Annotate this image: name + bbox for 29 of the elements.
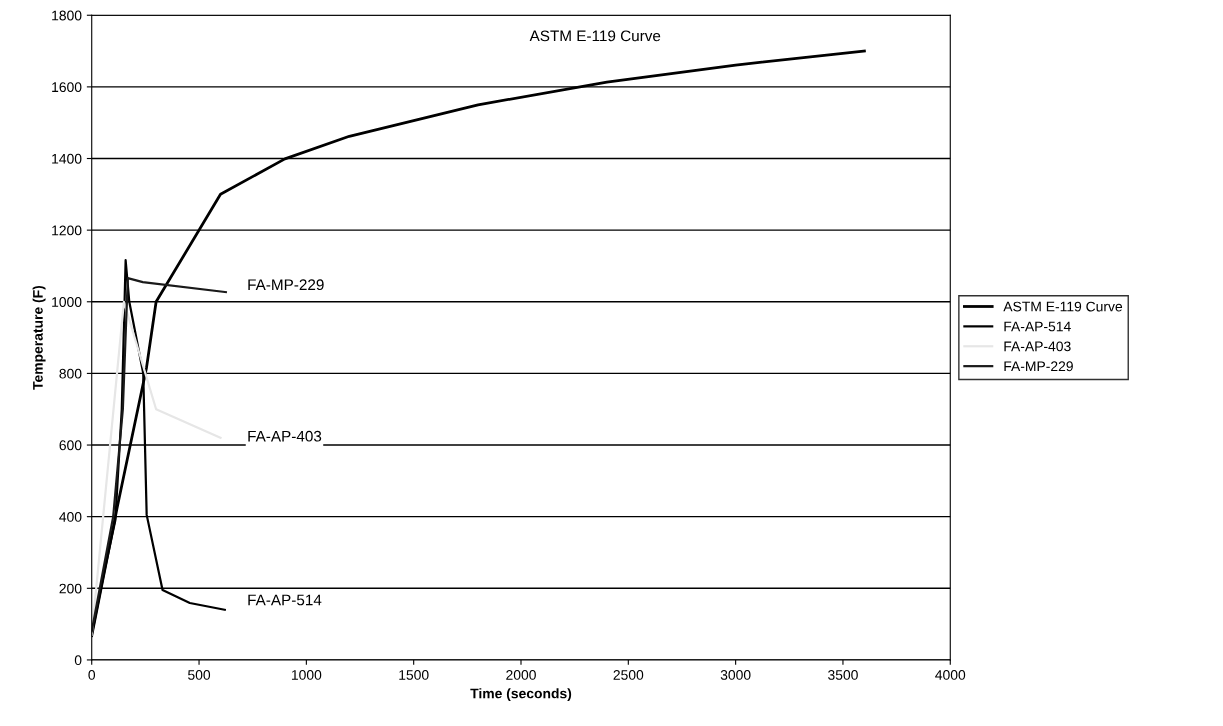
- x-tick-label: 2000: [506, 670, 536, 680]
- legend-label: FA-AP-403: [1004, 341, 1071, 352]
- y-tick-label: 0: [74, 655, 82, 666]
- legend-label: ASTM E-119 Curve: [1003, 301, 1123, 312]
- y-tick-label: 400: [59, 512, 82, 522]
- x-axis-title: Time (seconds): [470, 688, 572, 702]
- annotation: FA-AP-514: [248, 594, 322, 606]
- y-tick-label: 600: [59, 440, 82, 451]
- y-tick-label: 1600: [52, 82, 82, 93]
- x-tick-label: 3500: [828, 670, 858, 680]
- y-axis-title: Temperature (F): [32, 285, 46, 390]
- y-tick-label: 1800: [52, 10, 82, 21]
- y-tick-label: 1000: [52, 297, 82, 307]
- y-tick-label: 1200: [52, 225, 82, 236]
- x-tick-label: 1000: [291, 670, 322, 680]
- legend-label: FA-AP-514: [1004, 321, 1071, 332]
- x-tick-label: 0: [88, 670, 96, 680]
- annotation: ASTM E-119 Curve: [529, 30, 661, 42]
- x-tick-label: 500: [188, 670, 211, 680]
- annotation: FA-MP-229: [248, 279, 324, 291]
- x-tick-label: 3000: [720, 670, 751, 680]
- x-tick-label: 2500: [613, 670, 644, 680]
- annotation: FA-AP-403: [248, 430, 322, 442]
- y-tick-label: 800: [59, 368, 82, 379]
- x-tick-label: 1500: [399, 670, 429, 680]
- y-tick-label: 1400: [52, 153, 82, 164]
- legend-label: FA-MP-229: [1004, 361, 1073, 372]
- x-tick-label: 4000: [935, 670, 966, 680]
- y-tick-label: 200: [59, 583, 82, 594]
